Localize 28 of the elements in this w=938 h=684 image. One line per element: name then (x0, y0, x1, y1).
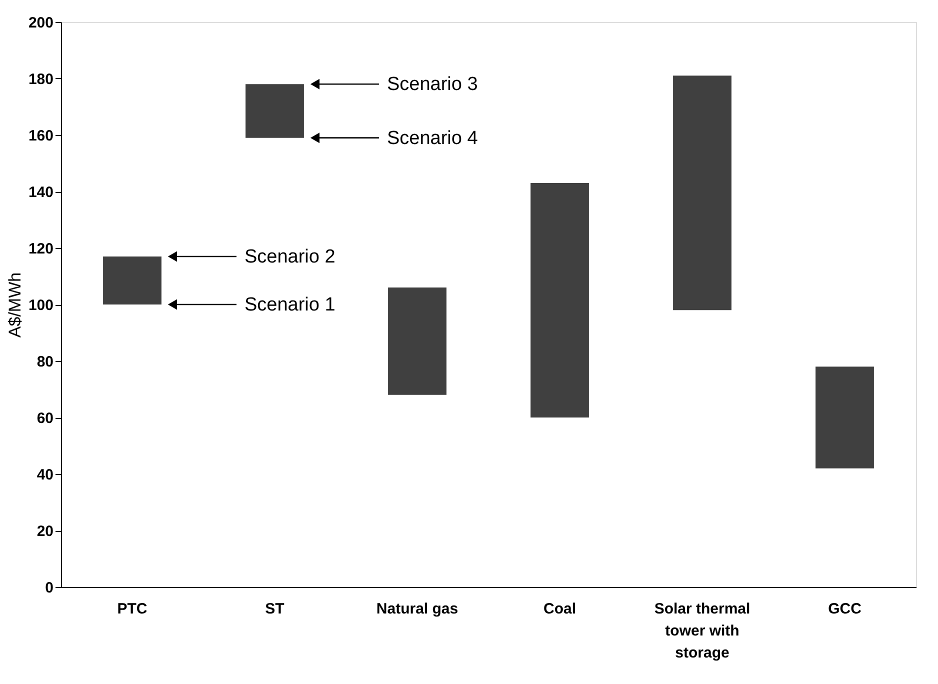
bar (673, 76, 732, 310)
bar (388, 288, 446, 395)
x-tick-label: PTC (117, 600, 148, 618)
x-tick-label: Natural gas (376, 600, 458, 618)
y-tick-label: 40 (36, 466, 54, 484)
annotation: Scenario 4 (386, 128, 478, 149)
y-tick-label: 180 (28, 71, 54, 88)
bar (530, 183, 589, 418)
annotation: Scenario 3 (386, 74, 478, 96)
bar (103, 256, 162, 304)
y-tick-label: 160 (28, 128, 54, 144)
y-tick-label: 120 (28, 240, 54, 258)
x-tick-label: Solar thermal tower with storage (654, 600, 750, 662)
annotation: Scenario 2 (244, 246, 336, 268)
y-tick-label: 20 (36, 523, 54, 540)
x-tick-label: ST (265, 600, 284, 618)
y-tick-label: 60 (36, 410, 54, 427)
y-tick-label: 100 (28, 297, 54, 314)
y-tick-label: 200 (28, 14, 54, 32)
x-tick-label: GCC (828, 600, 862, 618)
y-tick-label: 140 (28, 184, 54, 201)
y-tick-label: 80 (36, 354, 54, 370)
bar (816, 366, 874, 468)
y-axis-title: A$/MWh (5, 272, 24, 338)
annotation: Scenario 1 (244, 294, 336, 316)
x-tick-label: Coal (543, 600, 576, 618)
y-tick-label: 0 (45, 580, 54, 596)
bar (246, 84, 304, 138)
